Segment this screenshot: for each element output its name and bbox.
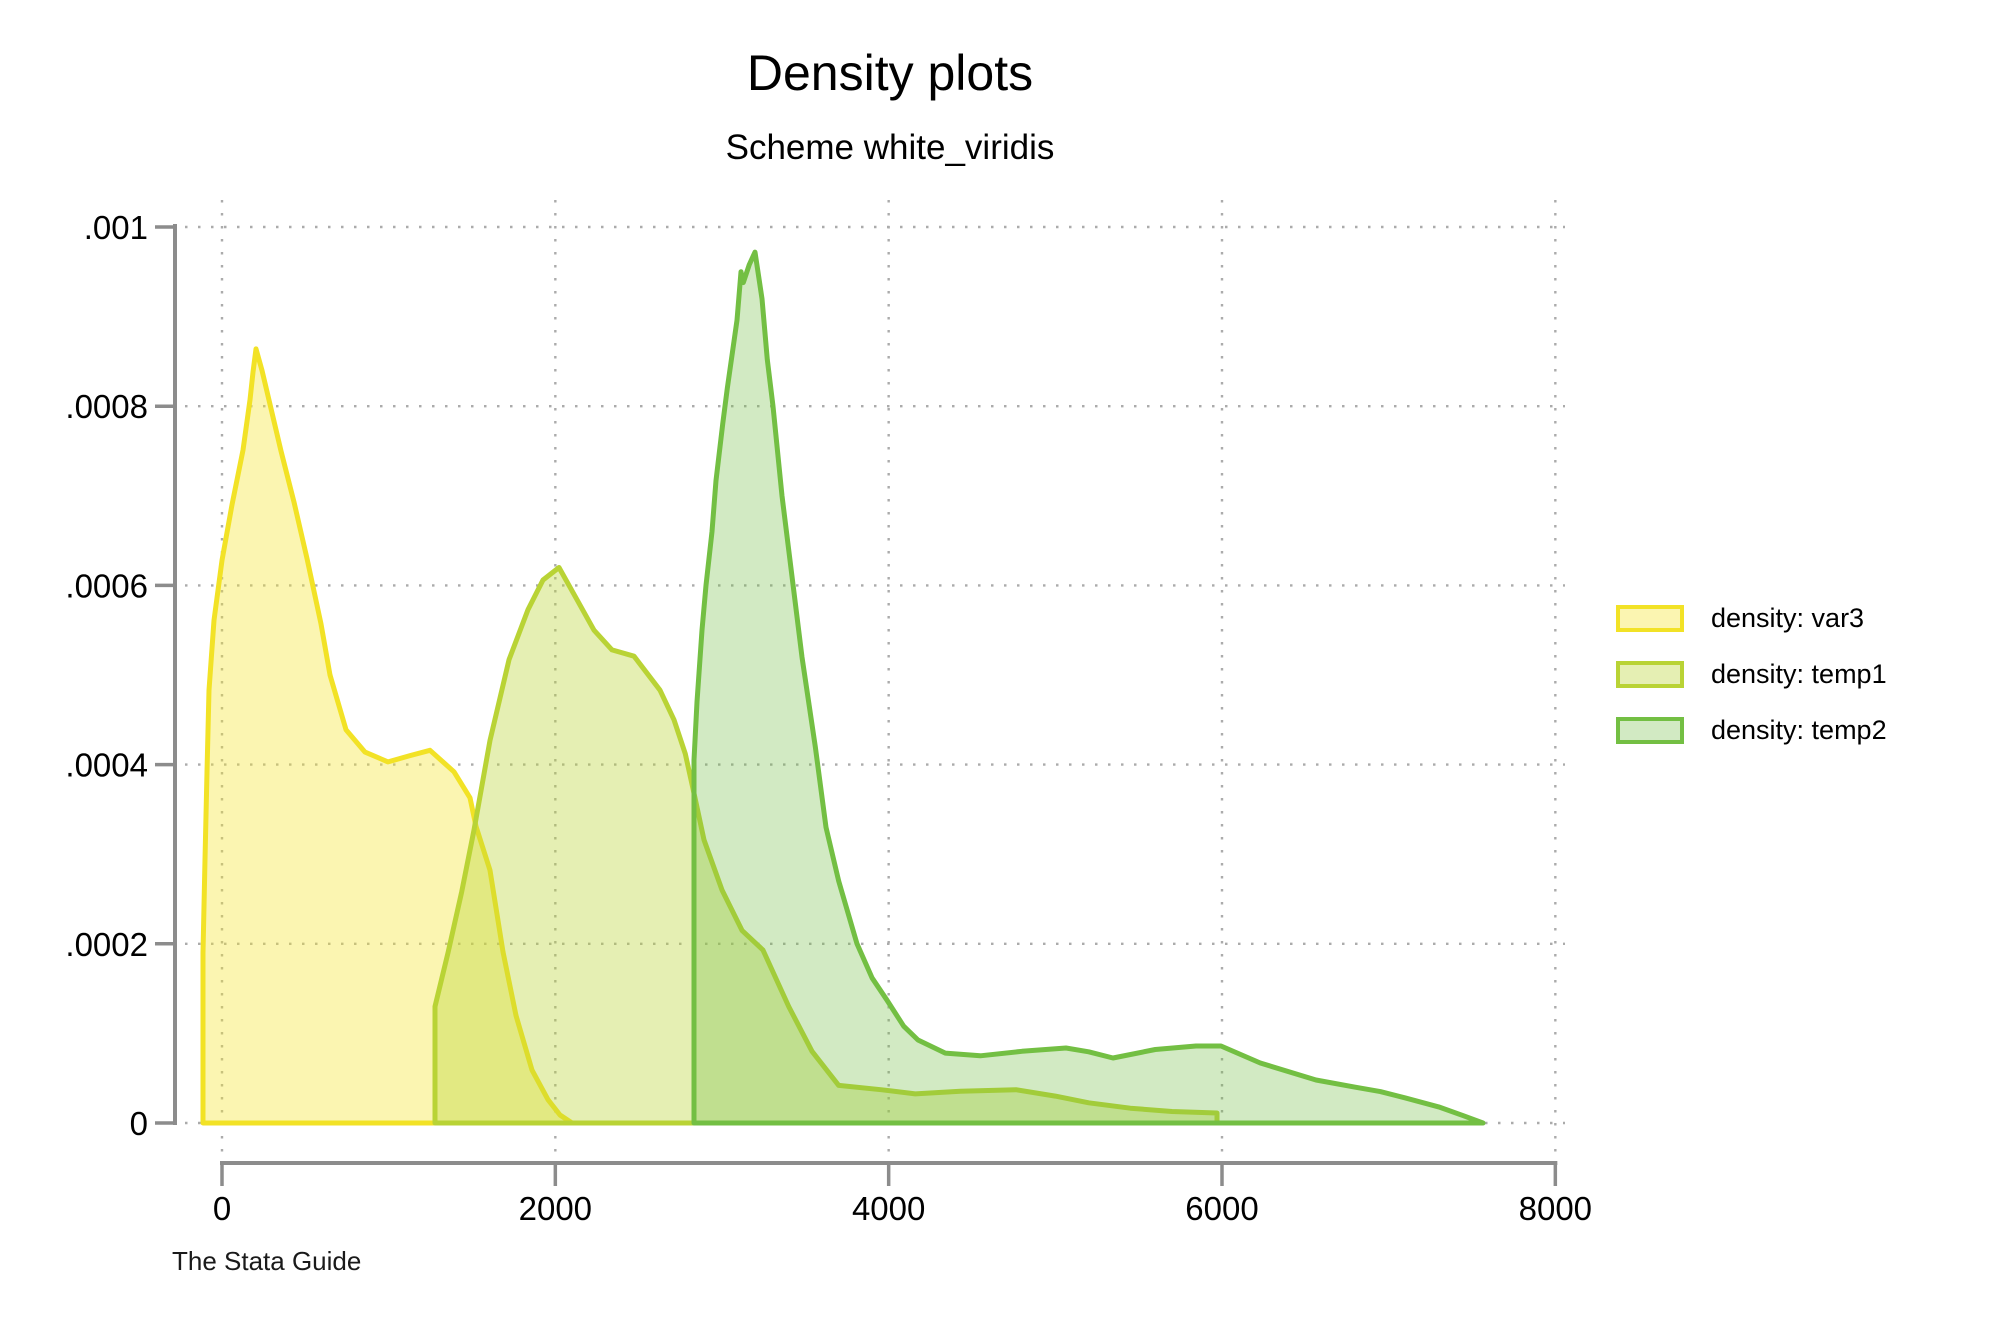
x-tick-label-8000: 8000 [1519,1190,1592,1227]
footer-note: The Stata Guide [172,1246,362,1276]
legend-item-var3: density: var3 [1616,601,1887,635]
legend: density: var3 density: temp1 density: te… [1616,601,1887,769]
legend-swatch-var3 [1616,604,1684,632]
y-tick-label-0: 0 [130,1105,148,1142]
chart-subtitle: Scheme white_viridis [725,128,1055,167]
density-area-temp2 [691,249,1486,1126]
y-tick-label-0.0002: .0002 [65,926,148,963]
x-tick-label-2000: 2000 [519,1190,592,1227]
chart-title: Density plots [746,45,1034,101]
x-tick-label-6000: 6000 [1185,1190,1258,1227]
legend-label-temp1: density: temp1 [1711,658,1887,689]
y-tick-label-0.001: .001 [84,209,148,246]
density-area-var3 [200,346,575,1126]
y-tick-label-0.0004: .0004 [65,747,148,784]
x-tick-label-4000: 4000 [852,1190,925,1227]
density-area-temp1 [432,565,1220,1126]
legend-swatch-temp1 [1616,660,1684,688]
x-tick-label-0: 0 [213,1190,231,1227]
legend-label-var3: density: var3 [1711,602,1865,633]
y-tick-label-0.0006: .0006 [65,567,148,604]
y-tick-label-0.0008: .0008 [65,388,148,425]
legend-swatch-temp2 [1616,716,1684,744]
legend-item-temp2: density: temp2 [1616,713,1887,747]
legend-label-temp2: density: temp2 [1711,714,1887,745]
legend-item-temp1: density: temp1 [1616,657,1887,691]
